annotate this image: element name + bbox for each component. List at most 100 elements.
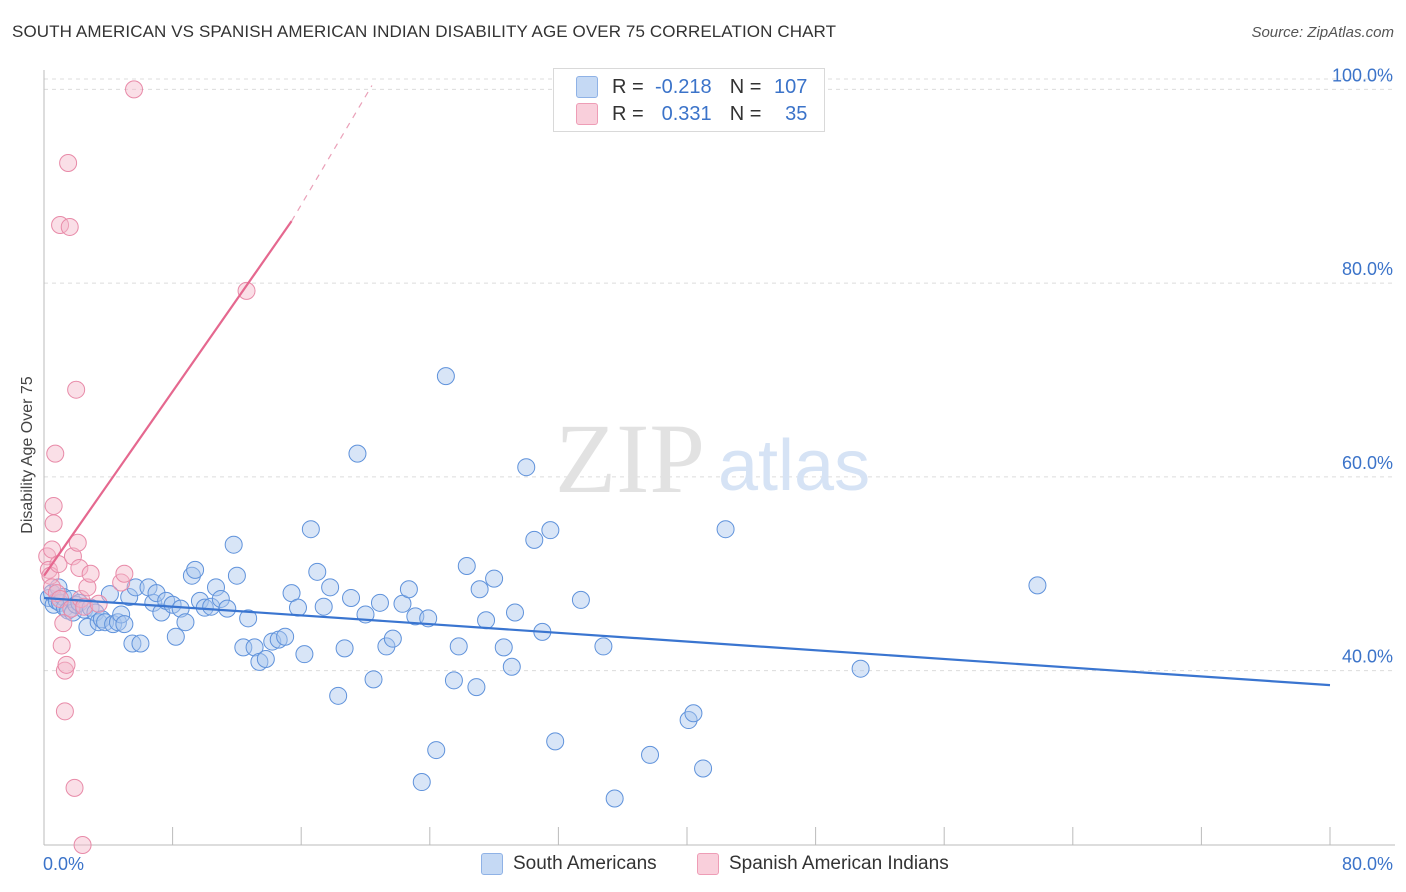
legend-r-label: R = [612, 102, 644, 125]
point-south-american [112, 605, 131, 624]
tick-labels: 40.0% 60.0% 80.0% 100.0% 0.0% 80.0% [43, 65, 1393, 874]
point-south-american [276, 627, 295, 646]
axes [43, 70, 1395, 846]
legend-r-value: -0.218 [654, 75, 712, 98]
source-label: Source: ZipAtlas.com [1251, 24, 1394, 41]
point-south-american [485, 569, 504, 588]
watermark-zip: ZIP [555, 403, 705, 514]
point-spanish-american-indian [68, 533, 87, 552]
y-tick-label: 100.0% [1332, 65, 1393, 85]
point-spanish-american-indian [44, 496, 63, 515]
point-south-american [182, 566, 201, 585]
point-south-american [477, 611, 496, 630]
point-spanish-american-indian [73, 836, 92, 854]
point-south-american [78, 618, 97, 637]
point-south-american [288, 598, 307, 617]
point-south-american [166, 627, 185, 646]
point-south-american [126, 578, 145, 597]
point-south-american [218, 599, 237, 618]
legend-r-value: 0.331 [661, 102, 712, 125]
point-south-american [120, 588, 139, 606]
point-spanish-american-indian [125, 80, 144, 99]
point-south-american [239, 609, 258, 628]
point-south-american [147, 584, 166, 603]
point-south-american [207, 578, 226, 597]
chart-title: SOUTH AMERICAN VS SPANISH AMERICAN INDIA… [12, 22, 837, 41]
point-south-american [329, 686, 348, 705]
point-spanish-american-indian [63, 547, 82, 566]
point-south-american [314, 597, 333, 616]
y-tick-label: 80.0% [1342, 259, 1393, 279]
point-spanish-american-indian [59, 154, 78, 172]
point-south-american [444, 671, 463, 690]
point-spanish-american-indian [44, 514, 63, 533]
point-spanish-american-indian [89, 594, 108, 613]
legend-n-label: N = [729, 75, 762, 98]
point-south-american [851, 659, 870, 678]
point-south-american [436, 367, 455, 386]
point-spanish-american-indian [115, 564, 134, 583]
point-south-american [1028, 576, 1047, 595]
point-south-american [202, 597, 221, 616]
legend-n-value: 35 [785, 102, 808, 125]
point-south-american [494, 638, 513, 657]
point-south-american [517, 458, 536, 477]
point-south-american [605, 789, 624, 808]
point-spanish-american-indian [75, 597, 94, 616]
point-south-american [224, 535, 243, 554]
point-south-american [295, 645, 314, 664]
point-south-american [186, 560, 205, 579]
point-south-american [505, 603, 524, 622]
point-south-american [227, 566, 246, 585]
point-spanish-american-indian [55, 661, 74, 680]
x-tick-label: 0.0% [43, 854, 84, 874]
point-south-american [131, 634, 150, 653]
trend-lines [43, 85, 1331, 687]
trend-line-extension-dashed [291, 85, 373, 222]
point-south-american [594, 637, 613, 656]
point-south-american [301, 520, 320, 539]
point-south-american [541, 521, 560, 540]
legend-r-label: R = [612, 75, 644, 98]
legend-swatch-blue [576, 76, 598, 98]
point-south-american [335, 639, 354, 658]
point-south-american [256, 650, 275, 668]
bottom-legend-label: Spanish American Indians [729, 853, 949, 874]
point-spanish-american-indian [70, 558, 89, 577]
point-spanish-american-indian [65, 778, 84, 797]
stats-legend: R = -0.218 N = 107 R = 0.331 N = 35 [553, 68, 825, 132]
point-spanish-american-indian [52, 636, 71, 655]
point-south-american [115, 615, 134, 634]
point-south-american [419, 609, 438, 628]
point-south-american [364, 670, 383, 689]
point-spanish-american-indian [54, 614, 73, 633]
legend-n-value: 107 [774, 75, 808, 98]
x-tick-label: 80.0% [1342, 854, 1393, 874]
data-points [38, 80, 1047, 854]
point-south-american [342, 588, 361, 607]
y-tick-label: 60.0% [1342, 453, 1393, 473]
point-south-american [370, 593, 389, 612]
point-south-american [694, 759, 713, 778]
bottom-legend-swatch-pink [697, 853, 719, 875]
point-south-american [89, 613, 108, 632]
point-south-american [716, 520, 735, 539]
point-spanish-american-indian [81, 564, 100, 583]
point-south-american [245, 638, 264, 657]
point-south-american [427, 741, 446, 760]
point-south-american [211, 589, 230, 608]
point-south-american [470, 580, 489, 599]
point-south-american [449, 637, 468, 656]
trend-line-spanish-american-indians [43, 220, 293, 577]
point-south-american [525, 530, 544, 549]
point-south-american [383, 629, 402, 648]
point-south-american [399, 580, 418, 599]
point-spanish-american-indian [78, 578, 97, 597]
gridlines [44, 78, 1395, 672]
point-south-american [348, 444, 367, 463]
y-tick-label: 40.0% [1342, 647, 1393, 667]
bottom-legend-swatch-blue [481, 853, 503, 875]
legend-row-south-americans: R = -0.218 N = 107 [576, 75, 807, 99]
bottom-legend-spanish-american-indians: Spanish American Indians [697, 851, 949, 877]
